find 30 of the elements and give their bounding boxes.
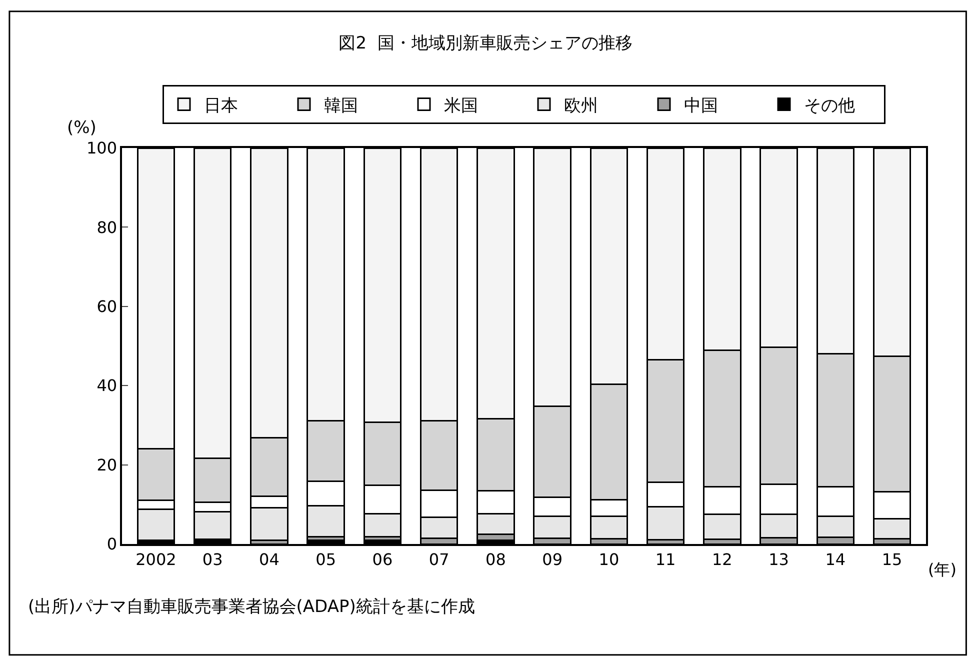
y-tick-label: 20 xyxy=(96,455,118,474)
x-tick-label: 07 xyxy=(428,550,450,569)
x-tick-label: 03 xyxy=(202,550,223,569)
legend-label: 日本 xyxy=(204,96,238,116)
x-tick-label: 06 xyxy=(372,550,393,569)
legend-label: 中国 xyxy=(684,96,718,116)
y-tick-label: 100 xyxy=(86,138,118,158)
x-tick-label: 11 xyxy=(655,550,676,569)
x-tick-label: 12 xyxy=(712,550,732,569)
x-tick-label: 05 xyxy=(316,550,336,569)
text: (年) xyxy=(928,560,956,579)
x-tick-label: 13 xyxy=(768,550,789,569)
legend-label: 韓国 xyxy=(324,96,358,116)
legend-label: 米国 xyxy=(444,96,478,116)
x-tick-label: 14 xyxy=(825,550,846,569)
x-tick-label: 09 xyxy=(542,550,562,569)
x-tick-label: 2002 xyxy=(136,550,176,569)
text: (出所)パナマ自動車販売事業者協会(ADAP)統計を基に作成 xyxy=(28,597,475,617)
y-tick-label: 0 xyxy=(106,534,118,554)
x-tick-label: 10 xyxy=(598,550,620,569)
x-tick-label: 04 xyxy=(259,550,280,569)
chart-title: 図2 国・地域別新車販売シェアの推移 xyxy=(338,34,632,54)
legend-label: その他 xyxy=(804,96,855,116)
legend-label: 欧州 xyxy=(564,96,598,116)
y-axis-title: (%) xyxy=(67,118,96,138)
x-tick-label: 08 xyxy=(486,550,506,569)
y-tick-label: 40 xyxy=(96,376,118,396)
x-tick-label: 15 xyxy=(882,550,902,569)
y-tick-label: 80 xyxy=(96,218,118,237)
y-tick-label: 60 xyxy=(96,297,118,316)
